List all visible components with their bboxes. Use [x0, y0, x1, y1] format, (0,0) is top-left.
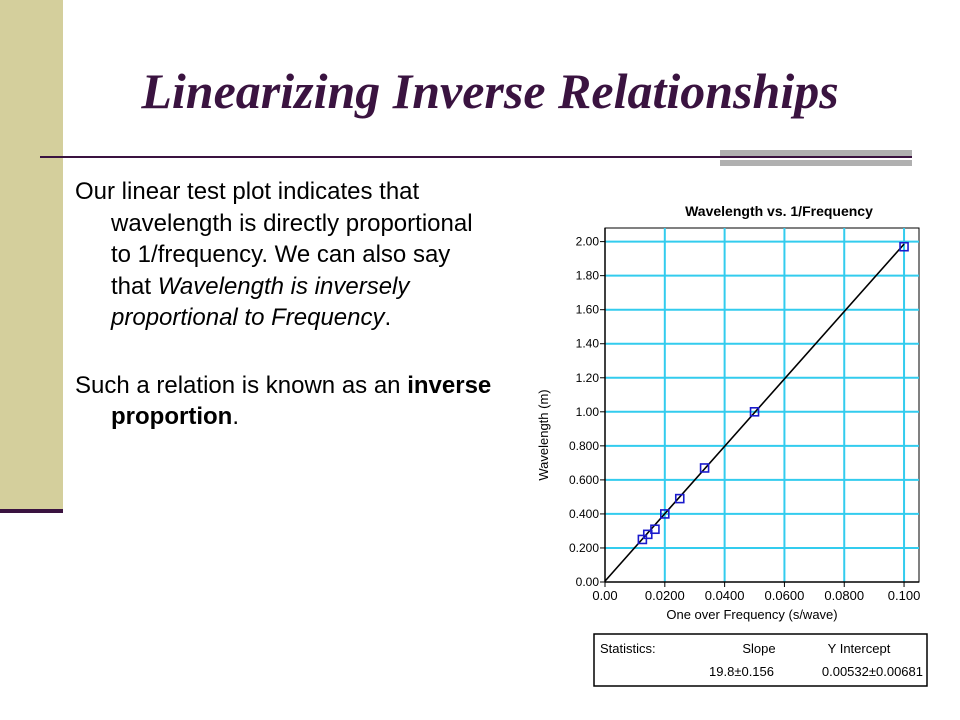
- y-tick-label: 0.00: [576, 575, 600, 589]
- data-point: [749, 407, 760, 417]
- title-underline: [40, 156, 912, 158]
- decorative-side-band: [0, 0, 63, 509]
- data-point: [650, 524, 660, 535]
- data-point: [674, 493, 685, 504]
- paragraph-1-end: .: [384, 304, 392, 331]
- data-point: [637, 534, 648, 545]
- x-tick-label: 0.0800: [824, 588, 864, 603]
- x-tick-label: 0.100: [888, 588, 921, 603]
- y-tick-label: 0.200: [569, 541, 599, 555]
- x-tick-label: 0.0200: [645, 588, 685, 603]
- x-tick-label: 0.0600: [765, 588, 805, 603]
- data-point: [660, 509, 670, 519]
- data-point: [642, 529, 653, 540]
- x-axis-title: One over Frequency (s/wave): [666, 607, 837, 622]
- stats-label: Statistics:: [600, 641, 656, 656]
- wavelength-chart: Wavelength vs. 1/Frequency 0.00 0.0200 0.04…: [536, 203, 928, 687]
- stats-slope-value: 19.8±0.156: [709, 664, 774, 679]
- paragraph-1: Our linear test plot indicates that wave…: [75, 176, 495, 334]
- accent-bar-bottom: [720, 160, 912, 166]
- body-text: Our linear test plot indicates that wave…: [75, 176, 495, 433]
- y-tick-label: 0.600: [569, 473, 599, 487]
- data-point: [899, 241, 909, 252]
- paragraph-1-emphasis: Wavelength is inversely proportional to …: [111, 272, 410, 332]
- paragraph-2-end: .: [232, 403, 239, 430]
- y-tick-label: 1.40: [576, 337, 600, 351]
- title-underline-accent: [720, 150, 912, 166]
- slide-title: Linearizing Inverse Relationships: [141, 63, 839, 119]
- y-tick-label: 1.60: [576, 303, 600, 317]
- stats-intercept-header: Y Intercept: [828, 641, 891, 656]
- paragraph-2-text: Such a relation is known as an: [75, 371, 408, 399]
- y-tick-label: 1.20: [576, 371, 600, 385]
- paragraph-2-bold-term: inverse proportion: [111, 371, 492, 431]
- chart-panel: Wavelength vs. 1/Frequency 0.00 0.0200 0.04…: [519, 190, 932, 695]
- decorative-side-rule: [0, 509, 63, 513]
- stats-box: [593, 633, 928, 687]
- y-tick-label: 0.800: [569, 439, 599, 453]
- y-tick-label: 1.80: [576, 269, 600, 283]
- stats-intercept-value: 0.00532±0.00681: [822, 664, 923, 679]
- chart-title: Wavelength vs. 1/Frequency: [685, 203, 873, 219]
- y-tick-label: 2.00: [576, 235, 600, 249]
- y-tick-label: 1.00: [576, 405, 600, 419]
- data-point: [699, 463, 710, 473]
- paragraph-2: Such a relation is known as an inverse p…: [75, 370, 495, 433]
- accent-bar-top: [720, 150, 912, 156]
- stats-slope-header: Slope: [742, 641, 775, 656]
- x-tick-label: 0.0400: [705, 588, 745, 603]
- x-tick-label: 0.00: [592, 588, 617, 603]
- y-axis-title: Wavelength (m): [536, 389, 551, 480]
- paragraph-1-text: Our linear test plot indicates that wave…: [75, 178, 473, 300]
- y-tick-label: 0.400: [569, 507, 599, 521]
